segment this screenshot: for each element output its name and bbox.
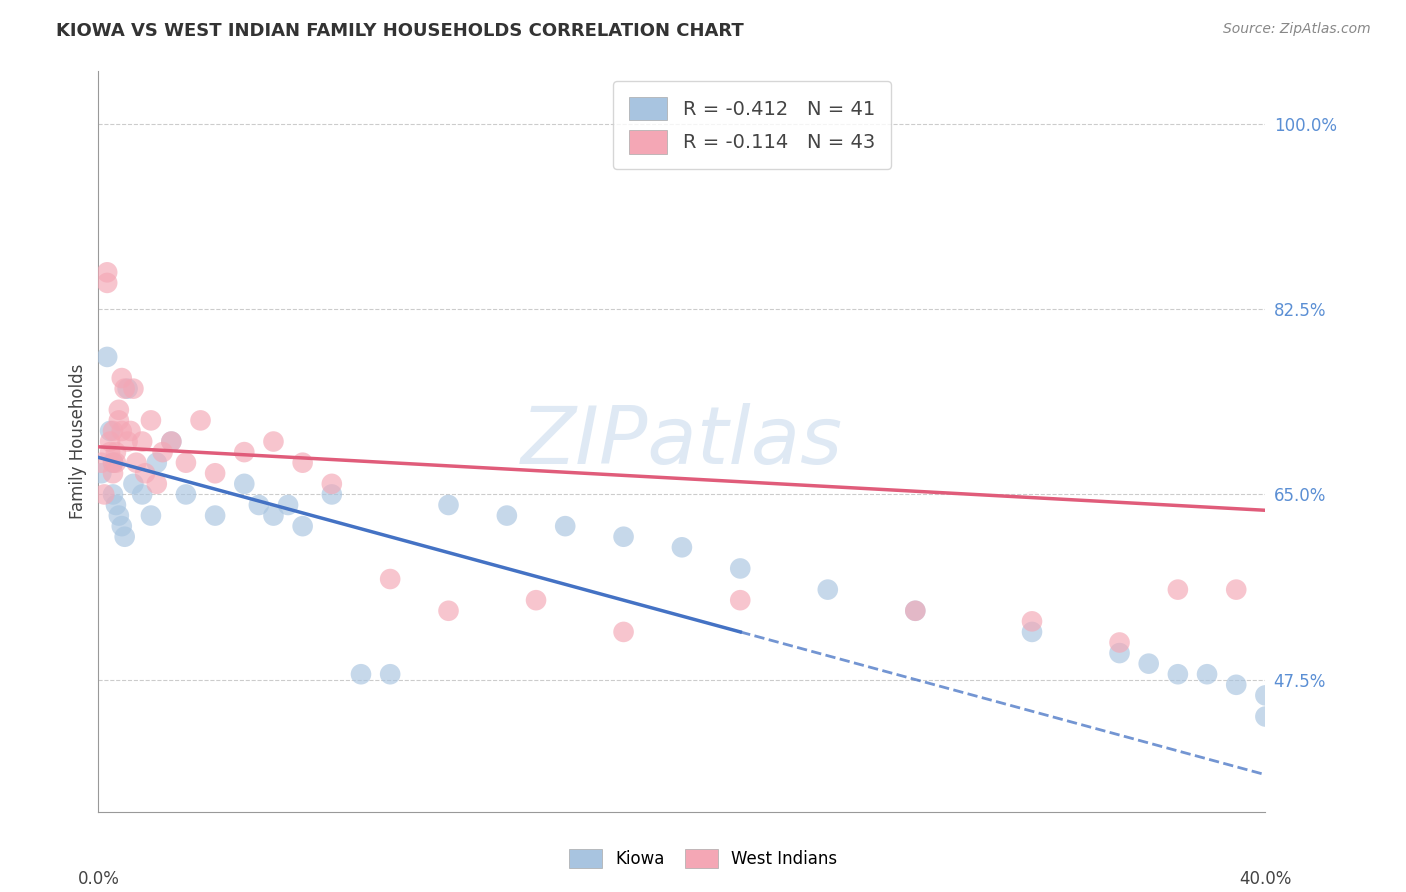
Point: [262, 434, 284, 449]
Point: [233, 476, 256, 491]
Point: [350, 667, 373, 681]
Text: ZIPatlas: ZIPatlas: [520, 402, 844, 481]
Point: [1021, 624, 1043, 639]
Point: [111, 371, 134, 385]
Point: [1225, 582, 1247, 597]
Point: [114, 530, 136, 544]
Point: [437, 498, 460, 512]
Point: [108, 413, 131, 427]
Legend: Kiowa, West Indians: Kiowa, West Indians: [562, 842, 844, 875]
Point: [1108, 646, 1130, 660]
Point: [111, 519, 134, 533]
Point: [111, 424, 134, 438]
Point: [233, 445, 256, 459]
Point: [131, 434, 153, 449]
Point: [104, 445, 127, 459]
Point: [321, 476, 343, 491]
Point: [1137, 657, 1160, 671]
Point: [120, 424, 142, 438]
Point: [152, 445, 174, 459]
Point: [247, 498, 270, 512]
Point: [612, 530, 634, 544]
Point: [117, 434, 139, 449]
Point: [98, 445, 121, 459]
Point: [139, 413, 162, 427]
Point: [904, 604, 927, 618]
Point: [174, 456, 197, 470]
Point: [277, 498, 299, 512]
Point: [117, 382, 139, 396]
Point: [122, 382, 145, 396]
Point: [134, 467, 156, 481]
Point: [730, 561, 752, 575]
Point: [730, 593, 752, 607]
Point: [554, 519, 576, 533]
Point: [1254, 709, 1277, 723]
Point: [90, 467, 112, 481]
Point: [108, 402, 131, 417]
Point: [139, 508, 162, 523]
Point: [524, 593, 547, 607]
Point: [190, 413, 212, 427]
Point: [160, 434, 183, 449]
Point: [291, 519, 314, 533]
Point: [612, 624, 634, 639]
Point: [146, 456, 169, 470]
Point: [104, 456, 127, 470]
Point: [101, 456, 124, 470]
Point: [1108, 635, 1130, 649]
Point: [104, 498, 127, 512]
Point: [108, 508, 131, 523]
Point: [1254, 689, 1277, 703]
Text: Source: ZipAtlas.com: Source: ZipAtlas.com: [1223, 22, 1371, 37]
Point: [125, 456, 148, 470]
Point: [101, 424, 124, 438]
Point: [817, 582, 839, 597]
Point: [101, 487, 124, 501]
Point: [262, 508, 284, 523]
Point: [101, 467, 124, 481]
Text: KIOWA VS WEST INDIAN FAMILY HOUSEHOLDS CORRELATION CHART: KIOWA VS WEST INDIAN FAMILY HOUSEHOLDS C…: [56, 22, 744, 40]
Point: [146, 476, 169, 491]
Point: [204, 508, 226, 523]
Point: [380, 667, 402, 681]
Point: [380, 572, 402, 586]
Point: [291, 456, 314, 470]
Point: [321, 487, 343, 501]
Text: 0.0%: 0.0%: [77, 870, 120, 888]
Point: [1167, 582, 1189, 597]
Point: [671, 541, 693, 555]
Point: [437, 604, 460, 618]
Point: [1195, 667, 1218, 681]
Point: [131, 487, 153, 501]
Point: [174, 487, 197, 501]
Point: [1021, 615, 1043, 629]
Point: [904, 604, 927, 618]
Point: [98, 424, 121, 438]
Point: [96, 276, 118, 290]
Point: [93, 487, 115, 501]
Point: [1167, 667, 1189, 681]
Point: [96, 350, 118, 364]
Legend: R = -0.412   N = 41, R = -0.114   N = 43: R = -0.412 N = 41, R = -0.114 N = 43: [613, 81, 891, 169]
Point: [160, 434, 183, 449]
Point: [101, 456, 124, 470]
Point: [96, 265, 118, 279]
Point: [122, 476, 145, 491]
Point: [90, 456, 112, 470]
Point: [496, 508, 519, 523]
Y-axis label: Family Households: Family Households: [69, 364, 87, 519]
Point: [114, 382, 136, 396]
Point: [204, 467, 226, 481]
Text: 40.0%: 40.0%: [1239, 870, 1292, 888]
Point: [1225, 678, 1247, 692]
Point: [98, 434, 121, 449]
